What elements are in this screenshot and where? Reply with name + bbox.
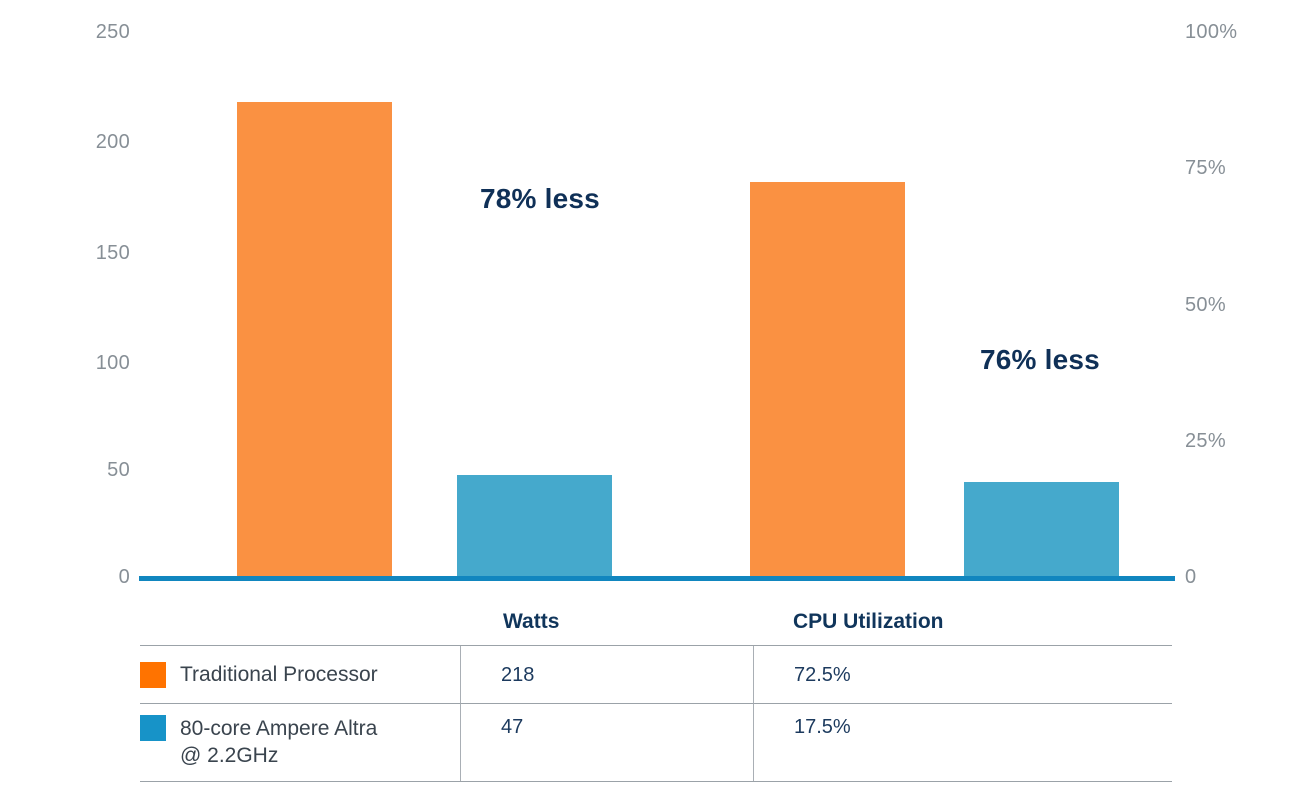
- bar-ampere-altra-cpu-utilization: [964, 482, 1119, 578]
- left-axis-tick: 0: [118, 566, 130, 588]
- value-cell-traditional-cpu: 72.5%: [753, 646, 1172, 704]
- value-traditional-watts: 218: [501, 663, 535, 686]
- left-axis-tick: 200: [95, 131, 130, 153]
- legend-row-ampere-altra: 80-core Ampere Altra @ 2.2GHz: [140, 704, 460, 781]
- legend-table: Traditional Processor 218 72.5% 80-core …: [140, 645, 1172, 782]
- legend-swatch-traditional-processor: [140, 661, 166, 688]
- right-axis-tick: 0: [1185, 566, 1197, 588]
- legend-row-traditional-processor: Traditional Processor: [140, 646, 460, 704]
- value-cell-ampere-cpu: 17.5%: [753, 704, 1172, 781]
- right-axis-tick: 100%: [1185, 21, 1238, 43]
- right-axis-tick: 25%: [1185, 430, 1226, 452]
- annotation-cpu-savings: 76% less: [980, 344, 1100, 375]
- left-axis-tick: 50: [107, 459, 130, 481]
- legend-label-traditional-processor: Traditional Processor: [180, 663, 378, 686]
- value-traditional-cpu: 72.5%: [794, 663, 851, 686]
- value-ampere-cpu: 17.5%: [794, 716, 851, 738]
- right-axis-tick: 50%: [1185, 294, 1226, 316]
- bar-traditional-processor-watts: [237, 102, 392, 578]
- value-cell-traditional-watts: 218: [460, 646, 753, 704]
- left-axis-tick: 150: [95, 242, 130, 264]
- column-header-cpu-utilization: CPU Utilization: [793, 610, 944, 633]
- bar-ampere-altra-watts: [457, 475, 612, 578]
- left-axis-tick: 100: [95, 352, 130, 374]
- bar-traditional-processor-cpu-utilization: [750, 182, 905, 578]
- column-header-watts: Watts: [503, 610, 560, 633]
- value-ampere-watts: 47: [501, 716, 524, 738]
- x-axis-baseline: [139, 576, 1175, 581]
- annotation-watts-savings: 78% less: [480, 183, 600, 214]
- right-axis-tick: 75%: [1185, 157, 1226, 179]
- legend-swatch-ampere-altra: [140, 715, 166, 741]
- legend-label-ampere-altra: 80-core Ampere Altra @ 2.2GHz: [180, 717, 378, 767]
- left-axis-tick: 250: [95, 21, 130, 43]
- value-cell-ampere-watts: 47: [460, 704, 753, 781]
